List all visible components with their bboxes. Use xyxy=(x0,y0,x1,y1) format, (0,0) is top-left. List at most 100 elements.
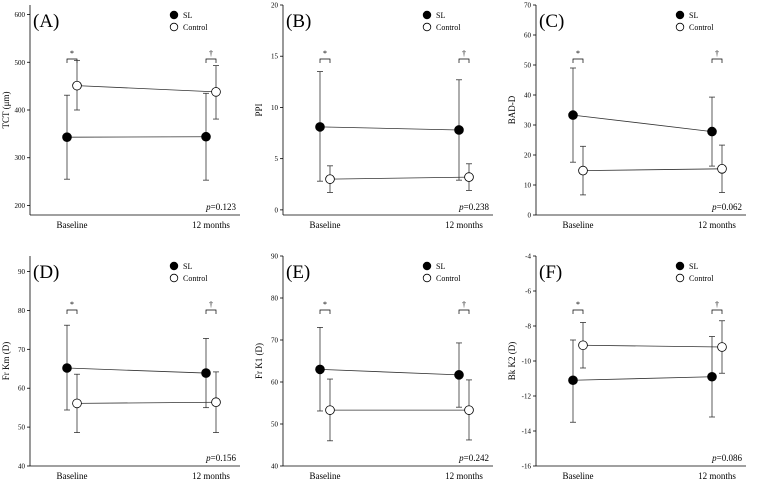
p-value-number: =0.123 xyxy=(211,202,237,212)
control-data-point xyxy=(578,165,588,176)
control-data-point xyxy=(464,405,474,415)
y-tick-label: 20 xyxy=(524,152,532,160)
legend-marker-control xyxy=(675,273,685,283)
legend-marker-sl xyxy=(169,261,179,271)
panel-label: (C) xyxy=(539,11,564,32)
p-value: p=0.242 xyxy=(458,453,489,463)
p-value-prefix: p xyxy=(205,453,211,463)
control-series-line xyxy=(582,344,723,348)
significance-bracket xyxy=(458,309,470,314)
sl-data-point xyxy=(201,131,211,142)
x-tick-label: 12 months xyxy=(445,471,483,481)
sl-data-point xyxy=(315,364,325,375)
legend-label-control: Control xyxy=(689,23,714,32)
sl-data-point xyxy=(707,126,717,137)
p-value-number: =0.238 xyxy=(464,202,490,212)
p-value-prefix: p xyxy=(711,453,717,463)
legend-label-sl: SL xyxy=(689,11,698,20)
y-tick-label: 80 xyxy=(18,307,26,315)
x-tick-label: Baseline xyxy=(563,471,594,481)
x-tick-label: Baseline xyxy=(310,471,341,481)
legend-label-sl: SL xyxy=(436,11,445,20)
y-axis-label: Fr K1 (D) xyxy=(254,343,264,379)
y-tick-label: 70 xyxy=(524,2,532,10)
y-tick-label: 10 xyxy=(271,104,279,112)
control-data-point xyxy=(578,340,588,351)
y-axis-label: Fr Km (D) xyxy=(1,342,11,381)
y-tick-label: 200 xyxy=(15,202,26,210)
significance-marker: † xyxy=(209,300,213,309)
y-tick-label: 500 xyxy=(15,59,26,67)
y-tick-label: 60 xyxy=(271,379,279,387)
p-value: p=0.086 xyxy=(711,453,742,463)
sl-data-point xyxy=(62,132,72,143)
panel-label: (A) xyxy=(33,11,59,32)
significance-bracket xyxy=(572,309,584,314)
p-value-number: =0.156 xyxy=(211,453,237,463)
panel-label: (E) xyxy=(286,262,310,283)
legend-label-sl: SL xyxy=(183,11,192,20)
sl-data-point xyxy=(568,375,578,386)
control-data-point xyxy=(325,405,335,415)
sl-data-point xyxy=(201,368,211,378)
panel-label: (D) xyxy=(33,262,59,283)
y-tick-label: 0 xyxy=(528,212,532,220)
legend-label-control: Control xyxy=(436,23,461,32)
significance-marker: * xyxy=(576,49,580,58)
legend-label-sl: SL xyxy=(183,262,192,271)
control-series-line xyxy=(76,85,217,93)
significance-bracket xyxy=(205,58,217,63)
significance-bracket xyxy=(458,58,470,63)
y-tick-label: 50 xyxy=(524,62,532,70)
y-tick-label: 10 xyxy=(524,182,532,190)
significance-marker: † xyxy=(462,49,466,58)
chart-panel: -16 -14 -12 -10 -8 -6 -4 Baseline 12 months Bk K2… xyxy=(507,253,746,481)
panel-label: (F) xyxy=(539,262,562,283)
p-value-number: =0.086 xyxy=(717,453,743,463)
y-tick-label: 15 xyxy=(271,53,279,61)
y-tick-label: 60 xyxy=(524,32,532,40)
y-tick-label: 40 xyxy=(18,463,26,471)
y-axis-label: PPI xyxy=(254,103,264,116)
sl-series-line xyxy=(319,126,460,131)
control-data-point xyxy=(464,172,474,182)
y-tick-label: -16 xyxy=(522,463,532,471)
significance-bracket xyxy=(66,58,78,63)
legend-label-control: Control xyxy=(436,274,461,283)
chart-panel: 0 5 10 15 20 Baseline 12 months PPI (B) SL Control… xyxy=(254,2,493,230)
panel-label: (B) xyxy=(286,11,311,32)
y-axis-label: Bk K2 (D) xyxy=(507,342,517,381)
legend-marker-control xyxy=(169,273,179,283)
y-tick-label: 70 xyxy=(271,337,279,345)
legend-marker-sl xyxy=(169,10,179,20)
y-tick-label: 5 xyxy=(275,155,279,163)
y-tick-label: 50 xyxy=(18,424,26,432)
significance-bracket xyxy=(66,309,78,314)
legend-label-sl: SL xyxy=(436,262,445,271)
significance-marker: * xyxy=(70,49,74,58)
p-value: p=0.156 xyxy=(205,453,236,463)
chart-panel: 0 10 20 30 40 50 60 70 Baseline 12 months BAD-D (C)… xyxy=(507,2,746,230)
y-tick-label: 60 xyxy=(18,385,26,393)
control-series-line xyxy=(582,168,723,171)
y-tick-label: 20 xyxy=(271,2,279,10)
y-tick-label: -8 xyxy=(525,323,531,331)
y-tick-label: 600 xyxy=(15,11,26,19)
significance-bracket xyxy=(572,58,584,63)
y-tick-label: -12 xyxy=(522,393,532,401)
y-tick-label: 0 xyxy=(275,206,279,214)
y-axis-label: TCT (μm) xyxy=(1,92,11,129)
legend-marker-control xyxy=(422,22,432,32)
p-value-number: =0.242 xyxy=(464,453,489,463)
control-data-point xyxy=(717,342,727,352)
x-tick-label: 12 months xyxy=(445,220,483,230)
significance-bracket xyxy=(319,309,331,314)
sl-data-point xyxy=(454,125,464,135)
y-tick-label: 40 xyxy=(524,92,532,100)
sl-data-point xyxy=(315,122,325,132)
significance-marker: † xyxy=(715,300,719,309)
chart-panel: 40 50 60 70 80 90 Baseline 12 months Fr K1 (D) (E… xyxy=(254,253,493,481)
legend-marker-control xyxy=(422,273,432,283)
control-data-point xyxy=(72,80,82,91)
